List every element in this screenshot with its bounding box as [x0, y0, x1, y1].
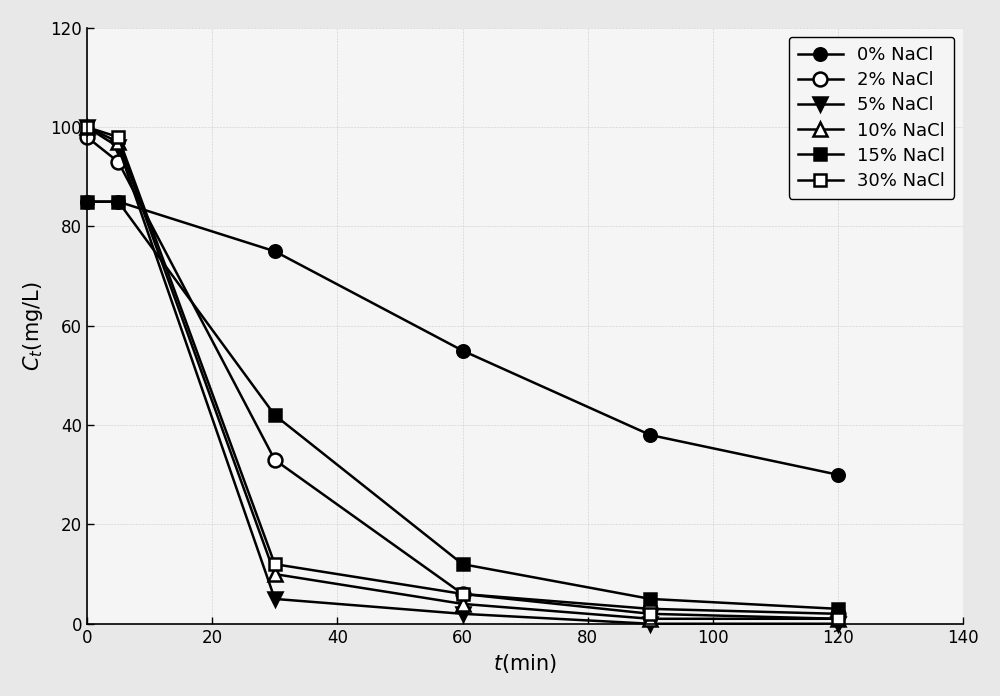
5% NaCl	[112, 143, 124, 151]
Line: 15% NaCl: 15% NaCl	[81, 196, 844, 615]
Legend: 0% NaCl, 2% NaCl, 5% NaCl, 10% NaCl, 15% NaCl, 30% NaCl: 0% NaCl, 2% NaCl, 5% NaCl, 10% NaCl, 15%…	[789, 37, 954, 199]
0% NaCl	[81, 198, 93, 206]
30% NaCl	[832, 615, 844, 623]
5% NaCl	[81, 123, 93, 132]
15% NaCl	[832, 605, 844, 613]
2% NaCl	[112, 158, 124, 166]
0% NaCl	[644, 431, 656, 439]
30% NaCl	[269, 560, 281, 569]
15% NaCl	[269, 411, 281, 420]
2% NaCl	[81, 133, 93, 141]
30% NaCl	[644, 610, 656, 618]
Y-axis label: $\mathit{C_t}$(mg/L): $\mathit{C_t}$(mg/L)	[21, 281, 45, 371]
Line: 0% NaCl: 0% NaCl	[81, 196, 844, 481]
0% NaCl	[457, 347, 469, 355]
30% NaCl	[112, 133, 124, 141]
10% NaCl	[644, 615, 656, 623]
15% NaCl	[112, 198, 124, 206]
10% NaCl	[112, 138, 124, 146]
Line: 30% NaCl: 30% NaCl	[81, 121, 844, 625]
0% NaCl	[269, 247, 281, 255]
2% NaCl	[269, 456, 281, 464]
15% NaCl	[81, 198, 93, 206]
0% NaCl	[112, 198, 124, 206]
5% NaCl	[644, 619, 656, 628]
Line: 2% NaCl: 2% NaCl	[80, 130, 845, 621]
Line: 10% NaCl: 10% NaCl	[80, 120, 845, 626]
2% NaCl	[644, 605, 656, 613]
10% NaCl	[457, 600, 469, 608]
30% NaCl	[81, 123, 93, 132]
30% NaCl	[457, 590, 469, 598]
5% NaCl	[457, 610, 469, 618]
X-axis label: $\mathit{t}$(min): $\mathit{t}$(min)	[493, 652, 557, 675]
15% NaCl	[457, 560, 469, 569]
10% NaCl	[269, 570, 281, 578]
2% NaCl	[832, 610, 844, 618]
Line: 5% NaCl: 5% NaCl	[80, 120, 845, 631]
10% NaCl	[832, 615, 844, 623]
0% NaCl	[832, 470, 844, 479]
15% NaCl	[644, 595, 656, 603]
10% NaCl	[81, 123, 93, 132]
5% NaCl	[832, 619, 844, 628]
5% NaCl	[269, 595, 281, 603]
2% NaCl	[457, 590, 469, 598]
